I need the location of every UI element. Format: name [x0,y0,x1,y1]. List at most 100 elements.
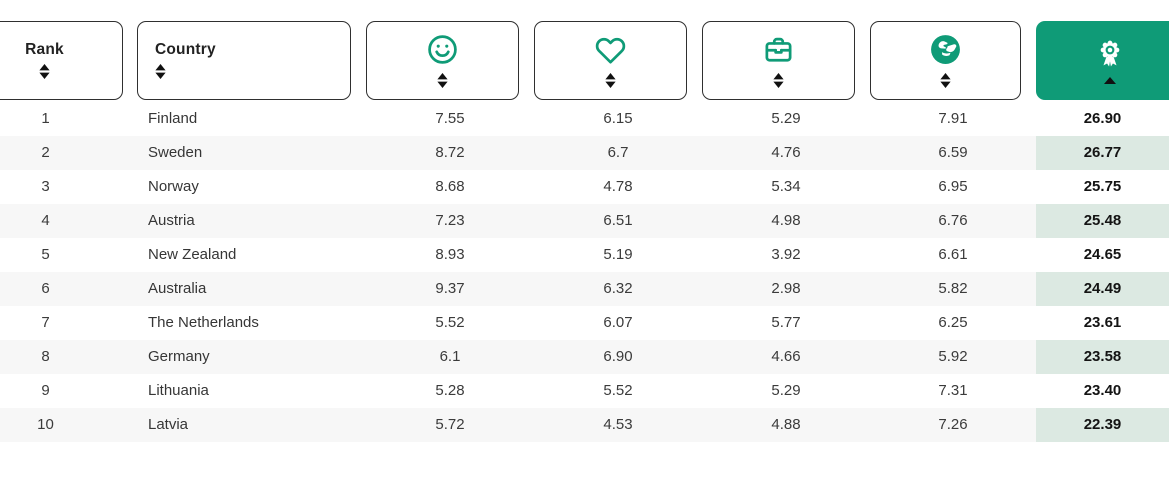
work-cell: 5.77 [771,314,801,331]
environment-cell: 5.92 [938,348,968,365]
rank-cell: 3 [41,178,50,195]
total-score-cell: 26.77 [1036,136,1169,170]
happiness-cell: 5.52 [435,314,465,331]
environment-cell: 7.91 [938,110,968,127]
environment-cell: 6.25 [938,314,968,331]
environment-cell: 5.82 [938,280,968,297]
total-score-cell: 24.65 [1036,238,1169,272]
environment-cell: 7.31 [938,382,968,399]
environment-cell: 6.76 [938,212,968,229]
sort-updown-icon [437,72,448,88]
country-header-label: Country [155,40,216,58]
rank-cell: 5 [41,246,50,263]
work-cell: 4.66 [771,348,801,365]
health-cell: 6.7 [607,144,629,161]
rank-cell: 1 [41,110,50,127]
happiness-cell: 9.37 [435,280,465,297]
total-column-header[interactable] [1036,21,1169,100]
work-cell: 5.29 [771,382,801,399]
work-cell: 4.76 [771,144,801,161]
work-cell: 5.34 [771,178,801,195]
country-cell: The Netherlands [148,314,259,331]
total-score-cell: 25.75 [1036,170,1169,204]
country-column-header[interactable]: Country [137,21,351,100]
work-cell: 4.88 [771,416,801,433]
health-column-header[interactable] [534,21,687,100]
work-cell: 2.98 [771,280,801,297]
happiness-cell: 7.23 [435,212,465,229]
health-cell: 5.52 [603,382,633,399]
table-row: 5 New Zealand 8.93 5.19 3.92 6.61 24.65 [0,238,1169,272]
rank-cell: 7 [41,314,50,331]
health-cell: 6.32 [603,280,633,297]
happiness-column-header[interactable] [366,21,519,100]
table-row: 4 Austria 7.23 6.51 4.98 6.76 25.48 [0,204,1169,238]
total-score-cell: 24.49 [1036,272,1169,306]
sort-updown-icon [155,64,166,80]
health-cell: 4.53 [603,416,633,433]
health-cell: 6.15 [603,110,633,127]
table-header-row: Rank Country [0,21,1169,100]
rank-header-label: Rank [25,40,64,58]
table-row: 7 The Netherlands 5.52 6.07 5.77 6.25 23… [0,306,1169,340]
smiley-icon [427,34,458,66]
sort-up-icon [1103,76,1116,84]
globe-icon [929,34,962,66]
country-cell: Austria [148,212,195,229]
rank-cell: 10 [37,416,54,433]
rank-column-header[interactable]: Rank [0,21,123,100]
happiness-cell: 8.72 [435,144,465,161]
total-score-cell: 25.48 [1036,204,1169,238]
heart-icon [595,34,626,66]
happiness-cell: 8.68 [435,178,465,195]
work-cell: 4.98 [771,212,801,229]
rank-cell: 6 [41,280,50,297]
country-cell: Sweden [148,144,203,161]
happiness-cell: 7.55 [435,110,465,127]
table-row: 1 Finland 7.55 6.15 5.29 7.91 26.90 [0,102,1169,136]
health-cell: 5.19 [603,246,633,263]
table-row: 8 Germany 6.1 6.90 4.66 5.92 23.58 [0,340,1169,374]
table-body: 1 Finland 7.55 6.15 5.29 7.91 26.90 2 Sw… [0,102,1169,442]
table-row: 3 Norway 8.68 4.78 5.34 6.95 25.75 [0,170,1169,204]
country-cell: Australia [148,280,207,297]
table-row: 9 Lithuania 5.28 5.52 5.29 7.31 23.40 [0,374,1169,408]
country-cell: Norway [148,178,199,195]
total-score-cell: 23.61 [1036,306,1169,340]
country-cell: Latvia [148,416,189,433]
medal-icon [1094,38,1126,70]
table-row: 6 Australia 9.37 6.32 2.98 5.82 24.49 [0,272,1169,306]
environment-cell: 7.26 [938,416,968,433]
health-cell: 4.78 [603,178,633,195]
rank-cell: 4 [41,212,50,229]
total-score-cell: 23.58 [1036,340,1169,374]
country-cell: Lithuania [148,382,209,399]
rank-cell: 9 [41,382,50,399]
table-row: 2 Sweden 8.72 6.7 4.76 6.59 26.77 [0,136,1169,170]
country-cell: New Zealand [148,246,237,263]
sort-updown-icon [605,72,616,88]
health-cell: 6.07 [603,314,633,331]
environment-cell: 6.95 [938,178,968,195]
total-score-cell: 26.90 [1036,102,1169,136]
happiness-cell: 6.1 [439,348,461,365]
total-score-cell: 23.40 [1036,374,1169,408]
work-cell: 5.29 [771,110,801,127]
work-cell: 3.92 [771,246,801,263]
happiness-cell: 5.72 [435,416,465,433]
health-cell: 6.90 [603,348,633,365]
sort-updown-icon [940,72,951,88]
total-score-cell: 22.39 [1036,408,1169,442]
happiness-cell: 8.93 [435,246,465,263]
rank-cell: 2 [41,144,50,161]
country-ranking-table: Rank Country [0,21,1169,442]
health-cell: 6.51 [603,212,633,229]
table-row: 10 Latvia 5.72 4.53 4.88 7.26 22.39 [0,408,1169,442]
work-column-header[interactable] [702,21,855,100]
briefcase-icon [763,34,794,66]
sort-updown-icon [39,64,50,80]
environment-cell: 6.61 [938,246,968,263]
rank-cell: 8 [41,348,50,365]
environment-column-header[interactable] [870,21,1021,100]
environment-cell: 6.59 [938,144,968,161]
